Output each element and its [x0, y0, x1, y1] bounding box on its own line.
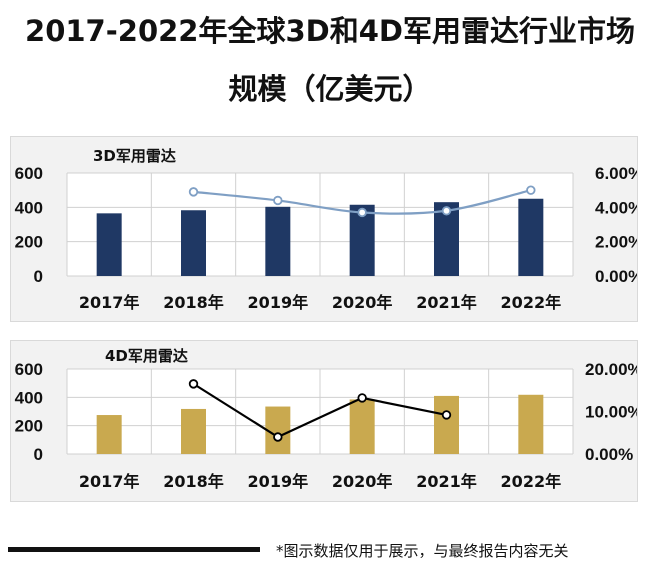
y-right-tick-label: 20.00% — [585, 360, 637, 379]
x-tick-label: 2020年 — [332, 293, 393, 312]
x-tick-label: 2018年 — [163, 472, 224, 491]
y-right-tick-label: 0.00% — [595, 267, 637, 286]
x-tick-label: 2022年 — [501, 293, 562, 312]
y-left-tick-label: 600 — [15, 360, 43, 379]
chart-panel-3d: 3D军用雷达 0 200 400 600 0.00% 2.00% 4.00% 6.00% 2017… — [10, 136, 638, 322]
bar — [518, 394, 544, 454]
footnote: *图示数据仅用于展示，与最终报告内容无关 — [276, 542, 569, 560]
footer-divider — [8, 547, 260, 552]
bar — [265, 206, 291, 276]
bar — [518, 198, 544, 276]
x-tick-label: 2019年 — [248, 472, 309, 491]
growth-line — [192, 382, 447, 439]
bar — [434, 395, 459, 454]
bar — [265, 406, 291, 454]
line-point — [273, 195, 283, 206]
bar — [181, 210, 206, 276]
y-right-tick-label: 2.00% — [595, 233, 637, 252]
chart-title-line2: 规模（亿美元） — [228, 72, 432, 106]
y-left-tick-label: 400 — [15, 198, 43, 217]
chart-title-line1: 2017-2022年全球3D和4D军用雷达行业市场 — [25, 14, 635, 48]
chart-4d-svg: 4D军用雷达 0 200 400 600 0.00% 10.00% 20.00% 2017年 20… — [15, 347, 637, 491]
line-point — [273, 432, 283, 442]
line-point — [188, 187, 199, 197]
y-left-tick-label: 600 — [15, 164, 43, 183]
chart-subtitle: 3D军用雷达 — [93, 147, 176, 165]
chart-3d-svg: 3D军用雷达 0 200 400 600 0.00% 2.00% 4.00% 6.00% 2017… — [15, 147, 637, 312]
y-right-tick-label: 0.00% — [585, 445, 633, 464]
y-left-tick-label: 400 — [15, 388, 43, 407]
x-tick-label: 2021年 — [416, 472, 477, 491]
line-point — [357, 393, 367, 403]
line-point — [357, 207, 367, 218]
chart-panel-4d: 4D军用雷达 0 200 400 600 0.00% 10.00% 20.00% 2017年 20… — [10, 340, 638, 502]
x-tick-label: 2017年 — [79, 293, 140, 312]
y-right-tick-label: 10.00% — [585, 403, 637, 422]
y-left-tick-label: 0 — [34, 267, 43, 286]
chart-subtitle: 4D军用雷达 — [105, 347, 188, 365]
bar — [349, 399, 375, 454]
x-tick-label: 2017年 — [79, 472, 140, 491]
bar — [96, 213, 122, 276]
x-tick-label: 2018年 — [163, 293, 224, 312]
bar — [181, 408, 206, 454]
bar — [96, 415, 122, 454]
x-tick-label: 2021年 — [416, 293, 477, 312]
y-left-tick-label: 200 — [15, 233, 43, 252]
y-left-tick-label: 0 — [34, 445, 43, 464]
x-tick-label: 2020年 — [332, 472, 393, 491]
line-point — [526, 185, 536, 195]
y-right-tick-label: 6.00% — [595, 164, 637, 183]
x-tick-label: 2019年 — [248, 293, 309, 312]
y-right-tick-label: 4.00% — [595, 198, 637, 217]
line-point — [441, 206, 452, 216]
line-point — [441, 410, 452, 420]
line-point — [188, 379, 199, 389]
x-tick-label: 2022年 — [501, 472, 562, 491]
y-left-tick-label: 200 — [15, 417, 43, 436]
